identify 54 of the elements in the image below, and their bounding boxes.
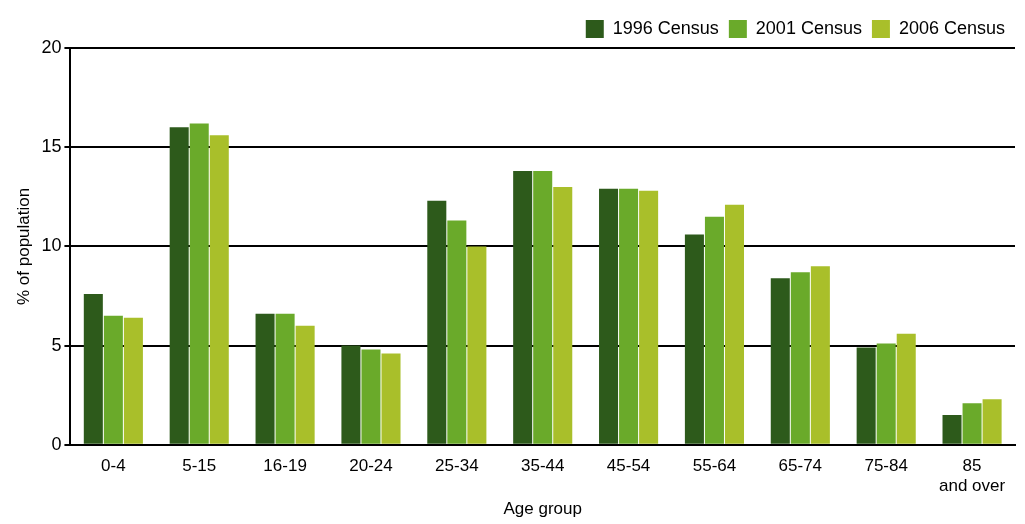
bar	[533, 171, 553, 444]
bar	[790, 272, 810, 444]
x-tick-label: 75-84	[864, 455, 908, 475]
bar	[982, 399, 1002, 444]
y-axis-title: % of population	[13, 187, 33, 305]
bar	[684, 234, 704, 444]
bar	[103, 315, 123, 444]
legend-label: 2006 Census	[898, 17, 1005, 38]
bar	[189, 123, 209, 444]
bar	[856, 347, 876, 444]
bar	[962, 403, 982, 444]
bar	[770, 278, 790, 444]
legend-label: 2001 Census	[755, 17, 862, 38]
bar	[896, 333, 916, 444]
bar	[619, 188, 639, 444]
y-tick-label: 20	[41, 36, 62, 57]
bar	[255, 313, 275, 444]
bar	[83, 294, 103, 444]
bar	[381, 353, 401, 444]
y-tick-label: 0	[51, 433, 62, 454]
x-tick-label: 25-34	[435, 455, 479, 475]
bar	[209, 135, 229, 444]
bar	[639, 190, 659, 444]
x-tick-label: 16-19	[263, 455, 307, 475]
x-tick-label: 55-64	[692, 455, 737, 475]
y-tick-label: 15	[41, 136, 62, 157]
bar	[553, 186, 573, 444]
bar	[599, 188, 619, 444]
x-tick-label: 45-54	[606, 455, 651, 475]
y-tick-label: 10	[41, 235, 62, 256]
bar	[123, 317, 143, 444]
bar	[704, 216, 724, 444]
x-tick-label: 0-4	[101, 455, 126, 475]
bar	[361, 349, 381, 444]
x-axis-title: Age group	[503, 499, 582, 519]
bar	[427, 200, 447, 444]
x-tick-label: 65-74	[778, 455, 823, 475]
bar	[876, 343, 896, 444]
x-tick-label: 35-44	[520, 455, 565, 475]
bar	[275, 313, 295, 444]
x-tick-label: 20-24	[349, 455, 393, 475]
x-tick-label: 5-15	[182, 455, 217, 475]
x-tick-label: 85 and over	[938, 455, 1006, 496]
bar	[942, 415, 962, 444]
y-tick-label: 5	[51, 334, 62, 355]
bar	[341, 345, 361, 444]
legend-label: 1996 Census	[612, 17, 719, 38]
bar	[513, 171, 533, 444]
bar	[447, 220, 467, 444]
bar	[169, 127, 189, 444]
bar	[724, 204, 745, 444]
bar	[295, 325, 315, 444]
bar	[810, 266, 830, 444]
bar	[467, 246, 487, 444]
